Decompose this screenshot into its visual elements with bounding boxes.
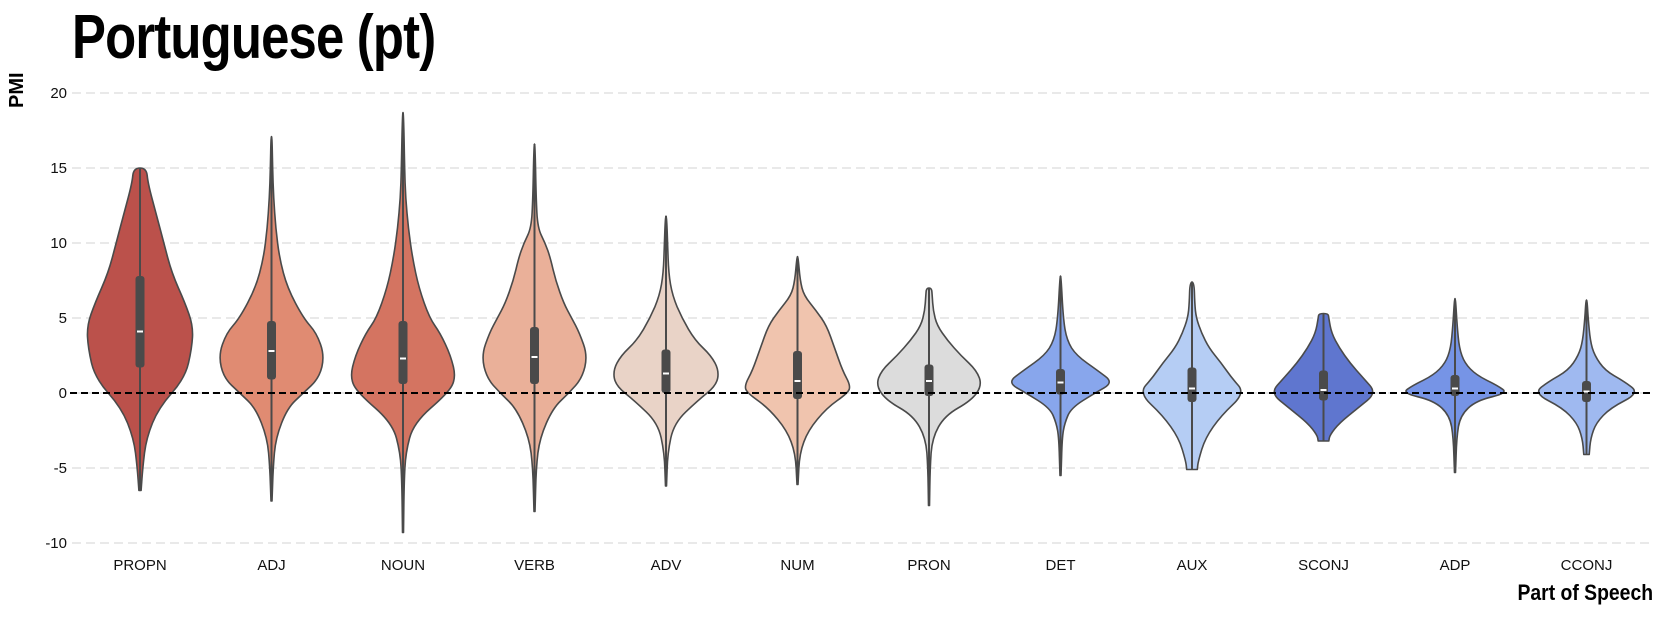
iqr-box-verb [530, 327, 539, 384]
x-tick-label: ADJ [257, 557, 285, 574]
y-tick-label: 0 [59, 385, 67, 402]
y-tick-label: 10 [50, 235, 67, 252]
x-tick-label: NUM [780, 557, 814, 574]
x-tick-label: ADV [651, 557, 682, 574]
y-tick-label: -5 [54, 460, 67, 477]
iqr-box-num [793, 351, 802, 399]
iqr-box-adp [1450, 375, 1460, 396]
y-tick-label: 20 [50, 85, 67, 102]
iqr-box-adv [661, 349, 671, 393]
y-tick-label: -10 [45, 535, 67, 552]
x-axis-label: Part of Speech [1517, 580, 1653, 605]
x-tick-label: AUX [1177, 557, 1208, 574]
iqr-box-propn [135, 276, 145, 368]
iqr-box-noun [398, 321, 408, 384]
x-tick-label: VERB [514, 557, 555, 574]
x-tick-label: PRON [907, 557, 950, 574]
iqr-box-aux [1187, 367, 1197, 402]
x-tick-label: DET [1046, 557, 1076, 574]
y-tick-label: 5 [59, 310, 67, 327]
x-tick-label: ADP [1440, 557, 1471, 574]
iqr-box-sconj [1319, 370, 1328, 401]
x-tick-label: PROPN [113, 557, 166, 574]
x-tick-label: CCONJ [1561, 557, 1613, 574]
chart-title: Portuguese (pt) [72, 3, 436, 72]
x-tick-label: SCONJ [1298, 557, 1349, 574]
x-tick-label: NOUN [381, 557, 425, 574]
y-tick-label: 15 [50, 160, 67, 177]
